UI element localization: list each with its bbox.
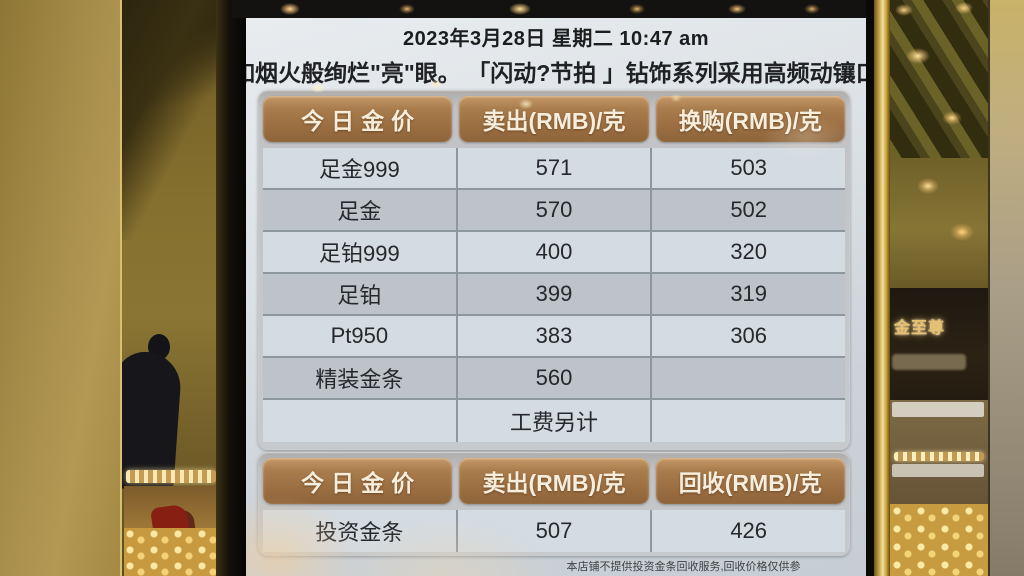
product-name-cell: 足金999 [318,157,400,182]
table-row: 精装金条 560 [263,358,845,400]
product-name-cell [263,400,456,442]
sell-price-cell: 工费另计 [455,400,651,442]
header-cell-title: 今日金价 [263,96,453,142]
slatted-ceiling-reflection [890,0,988,158]
led-light-strip [894,452,984,461]
gold-price-table-body: 足金999 571 503 足金 570 502 足铂999 400 320 [263,148,845,442]
sell-price-cell: 400 [455,232,651,272]
jewelry-display-case-left [124,486,216,576]
sell-price-cell: 507 [455,510,651,552]
left-gold-wall [0,0,120,576]
sell-price-cell: 383 [455,316,651,356]
gold-price-table: 今日金价 卖出(RMB)/克 换购(RMB)/克 足金999 571 503 足… [258,90,850,450]
marquee-text: 如烟火般绚烂"亮"眼。 「闪动?节拍 」钻饰系列采用高频动镶口 [246,60,866,86]
header-cell-sell: 卖出(RMB)/克 [459,458,649,504]
product-name-cell: 足铂 [337,283,382,308]
table-row: 工费另计 [263,400,845,442]
screen-bezel-right [866,0,874,576]
product-name-cell: Pt950 [330,323,389,348]
left-mirror-panel [120,0,216,576]
header-cell-title: 今日金价 [263,458,453,504]
gold-frame-column [874,0,890,576]
store-interior-view: 金至尊 [890,0,988,576]
disclaimer-text: 本店铺不提供投资金条回收服务,回收价格仅供参考 [566,561,801,573]
date-time-text: 2023年3月28日 星期二 10:47 am [402,28,710,50]
price-display-screen: 2023年3月28日 星期二 10:47 am 如烟火般绚烂"亮"眼。 「闪动?… [246,18,866,576]
sell-price-cell: 399 [455,274,651,314]
exchange-price-cell: 306 [650,316,845,356]
gold-jewelry-items [124,528,216,576]
table-row: Pt950 383 306 [263,316,845,358]
invest-gold-table: 今日金价 卖出(RMB)/克 回收(RMB)/克 投资金条 507 426 [258,452,850,556]
sell-price-cell: 560 [455,358,651,398]
sell-price-cell: 570 [455,190,651,230]
exchange-price-cell: 503 [650,148,845,188]
store-brand-sign: 金至尊 [894,320,946,337]
sell-price-cell: 571 [455,148,651,188]
white-counter-shelf [892,464,984,477]
table-row: 足金999 571 503 [263,148,845,190]
exchange-price-cell: 319 [650,274,845,314]
table-row: 投资金条 507 426 [263,510,845,552]
jewelry-display-case-right [890,400,988,576]
header-cell-exchange: 换购(RMB)/克 [655,96,845,142]
led-light-strip [126,470,216,483]
gold-jewelry-items [890,504,988,576]
header-cell-sell: 卖出(RMB)/克 [459,96,649,142]
table-row: 足铂999 400 320 [263,232,845,274]
product-name-cell: 精装金条 [315,367,404,392]
table-row: 足金 570 502 [263,190,845,232]
exchange-price-cell: 320 [650,232,845,272]
exchange-price-cell [650,400,845,442]
dark-cabinet-wall: 金至尊 [890,288,988,400]
product-name-cell: 投资金条 [315,520,404,545]
exchange-price-cell: 502 [650,190,845,230]
ceiling-band-with-lights [232,0,876,18]
right-wall [988,0,1024,576]
buyback-price-cell: 426 [650,510,845,552]
table-row: 足铂 399 319 [263,274,845,316]
product-name-cell: 足铂999 [318,241,400,266]
header-cell-buyback: 回收(RMB)/克 [655,458,845,504]
exchange-price-cell [650,358,845,398]
invest-table-body: 投资金条 507 426 [263,510,845,552]
ceiling-lower-reflection [890,158,988,288]
gold-price-table-header: 今日金价 卖出(RMB)/克 换购(RMB)/克 [263,96,845,142]
product-name-cell: 足金 [337,199,382,224]
counter-highlight [892,354,966,370]
ceiling-reflection [122,0,216,240]
invest-table-header: 今日金价 卖出(RMB)/克 回收(RMB)/克 [263,458,845,504]
screen-bezel-left [216,0,246,576]
marquee-bar: 如烟火般绚烂"亮"眼。 「闪动?节拍 」钻饰系列采用高频动镶口 [246,54,866,86]
white-counter-shelf [892,402,984,417]
